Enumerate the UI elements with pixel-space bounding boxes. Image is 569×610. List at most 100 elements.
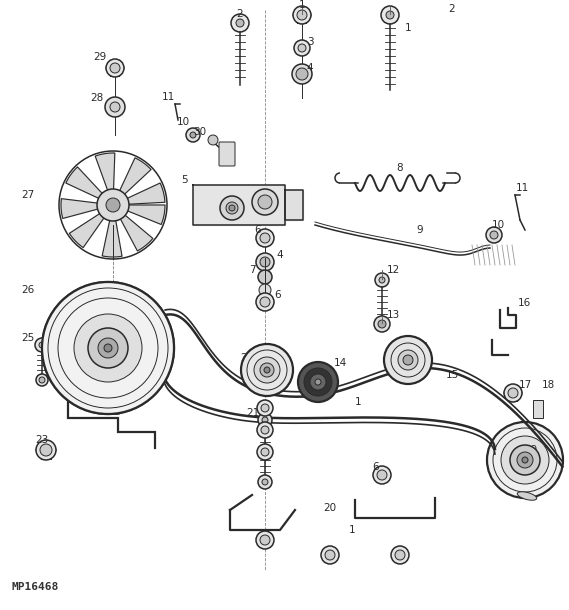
Circle shape	[386, 11, 394, 19]
Ellipse shape	[98, 406, 122, 414]
Circle shape	[264, 367, 270, 373]
Text: 13: 13	[386, 310, 399, 320]
Circle shape	[259, 284, 271, 296]
Text: 22: 22	[240, 353, 254, 363]
Ellipse shape	[517, 492, 537, 500]
Text: 26: 26	[22, 285, 35, 295]
Polygon shape	[61, 199, 97, 218]
Circle shape	[384, 336, 432, 384]
Circle shape	[104, 344, 112, 352]
Circle shape	[88, 328, 128, 368]
Circle shape	[298, 362, 338, 402]
Circle shape	[74, 314, 142, 382]
Polygon shape	[95, 153, 115, 190]
Text: 11: 11	[516, 183, 529, 193]
Text: 4: 4	[307, 63, 314, 73]
Polygon shape	[102, 221, 122, 257]
Circle shape	[252, 189, 278, 215]
Circle shape	[379, 277, 385, 283]
Text: 27: 27	[22, 190, 35, 200]
Circle shape	[381, 6, 399, 24]
Circle shape	[262, 479, 268, 485]
Text: 20: 20	[323, 503, 336, 513]
Circle shape	[241, 344, 293, 396]
Circle shape	[88, 328, 128, 368]
Circle shape	[258, 475, 272, 489]
Circle shape	[190, 132, 196, 138]
Circle shape	[256, 293, 274, 311]
Circle shape	[310, 374, 326, 390]
Text: 28: 28	[90, 93, 104, 103]
Circle shape	[186, 128, 200, 142]
Circle shape	[378, 320, 386, 328]
Circle shape	[395, 550, 405, 560]
Circle shape	[39, 342, 45, 348]
Circle shape	[258, 270, 272, 284]
Circle shape	[260, 535, 270, 545]
Text: 17: 17	[518, 380, 531, 390]
Circle shape	[229, 205, 235, 211]
Circle shape	[487, 422, 563, 498]
Circle shape	[522, 457, 528, 463]
Circle shape	[98, 338, 118, 358]
Text: 3: 3	[307, 37, 314, 47]
Text: 14: 14	[415, 342, 428, 352]
Text: 4: 4	[277, 250, 283, 260]
Circle shape	[220, 196, 244, 220]
Circle shape	[325, 550, 335, 560]
Circle shape	[256, 229, 274, 247]
Circle shape	[260, 363, 274, 377]
Circle shape	[110, 63, 120, 73]
Polygon shape	[193, 185, 285, 225]
Circle shape	[315, 379, 321, 385]
Circle shape	[304, 368, 332, 396]
Circle shape	[226, 202, 238, 214]
Circle shape	[256, 253, 274, 271]
Circle shape	[292, 64, 312, 84]
Polygon shape	[121, 215, 153, 251]
Circle shape	[261, 404, 269, 412]
Circle shape	[104, 344, 112, 352]
Text: MP16468: MP16468	[12, 582, 59, 592]
Circle shape	[231, 14, 249, 32]
Circle shape	[403, 355, 413, 365]
Circle shape	[260, 297, 270, 307]
Circle shape	[504, 384, 522, 402]
Text: 10: 10	[492, 220, 505, 230]
Circle shape	[257, 444, 273, 460]
Circle shape	[501, 436, 549, 484]
Circle shape	[36, 374, 48, 386]
Text: 18: 18	[541, 380, 555, 390]
Text: 1: 1	[299, 0, 306, 10]
Text: 6: 6	[255, 225, 261, 235]
Circle shape	[42, 282, 174, 414]
Circle shape	[74, 314, 142, 382]
Text: 1: 1	[349, 525, 355, 535]
Text: 30: 30	[193, 127, 207, 137]
Text: 21: 21	[246, 408, 259, 418]
Circle shape	[254, 357, 280, 383]
Bar	[533, 400, 543, 418]
Text: 23: 23	[35, 435, 48, 445]
Circle shape	[110, 102, 120, 112]
Text: 6: 6	[373, 462, 380, 472]
Text: 9: 9	[417, 225, 423, 235]
Text: 1: 1	[405, 23, 411, 33]
Circle shape	[236, 19, 244, 27]
Circle shape	[262, 417, 268, 423]
Circle shape	[260, 257, 270, 267]
Circle shape	[373, 466, 391, 484]
Circle shape	[258, 195, 272, 209]
Circle shape	[294, 40, 310, 56]
Circle shape	[208, 135, 218, 145]
Text: 11: 11	[162, 92, 175, 102]
Text: 12: 12	[386, 265, 399, 275]
Text: 15: 15	[446, 370, 459, 380]
Circle shape	[510, 445, 540, 475]
Circle shape	[321, 546, 339, 564]
Circle shape	[296, 68, 308, 80]
Circle shape	[36, 440, 56, 460]
Circle shape	[298, 44, 306, 52]
Circle shape	[490, 231, 498, 239]
Text: 14: 14	[333, 358, 347, 368]
